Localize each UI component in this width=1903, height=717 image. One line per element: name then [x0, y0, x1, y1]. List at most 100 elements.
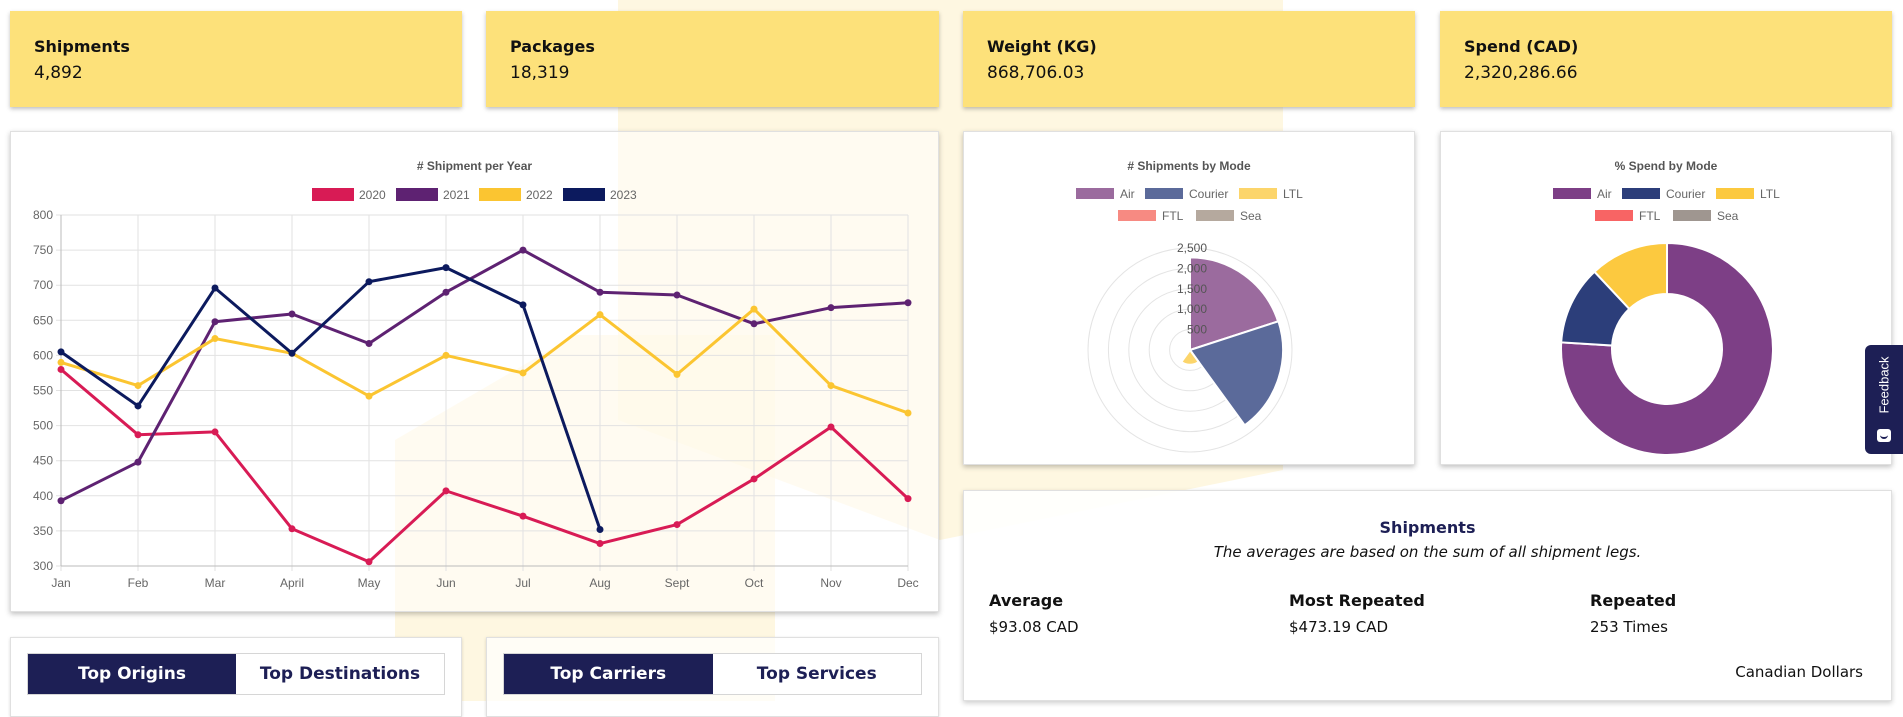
legend-label: Sea	[1717, 209, 1739, 223]
x-tick-label: Feb	[128, 576, 149, 590]
kpi-label: Packages	[510, 37, 595, 56]
legend-label: 2023	[610, 188, 637, 202]
data-point-2023	[134, 402, 142, 410]
donut-slice-ltl	[1593, 241, 1668, 311]
donut-chart-card: % Spend by Mode Air Courier LTL FTL Sea	[1440, 131, 1892, 465]
polar-slice-air	[1189, 256, 1280, 352]
legend-swatch	[1145, 188, 1183, 199]
y-tick-label: 500	[33, 419, 53, 433]
x-tick-label: April	[280, 576, 304, 590]
legend-label: 2021	[443, 188, 470, 202]
y-tick-label: 300	[33, 559, 53, 573]
line-chart-card: # Shipment per Year 300 350 400 450 500 550 60…	[10, 131, 939, 612]
data-point-2023	[442, 264, 450, 272]
legend-swatch	[1622, 188, 1660, 199]
feedback-button[interactable]: Feedback	[1865, 345, 1903, 454]
legend-label: LTL	[1283, 187, 1303, 201]
legend-swatch	[1673, 210, 1711, 221]
legend-swatch	[1716, 188, 1754, 199]
data-point-2021	[442, 288, 450, 296]
legend-label: 2020	[359, 188, 386, 202]
data-point-2023	[57, 348, 65, 356]
legend-label: FTL	[1162, 209, 1184, 223]
data-point-2020	[57, 365, 65, 373]
data-point-2022	[57, 358, 65, 366]
x-tick-label: Mar	[205, 576, 226, 590]
stat-most-repeated: Most Repeated $473.19 CAD	[1289, 591, 1425, 636]
data-point-2021	[904, 299, 912, 307]
y-tick-label: 800	[33, 208, 53, 222]
x-tick-label: Nov	[820, 576, 841, 590]
y-tick-label: 550	[33, 384, 53, 398]
y-tick-label: 600	[33, 348, 53, 362]
y-tick-label: 350	[33, 524, 53, 538]
stat-label: Most Repeated	[1289, 591, 1425, 610]
y-tick-label: 700	[33, 278, 53, 292]
data-point-2021	[596, 288, 604, 296]
legend-label: FTL	[1639, 209, 1661, 223]
legend-label: Sea	[1240, 209, 1262, 223]
x-tick-label: Jan	[51, 576, 70, 590]
data-point-2022	[365, 392, 373, 400]
data-point-2020	[519, 512, 527, 520]
data-point-2023	[211, 284, 219, 292]
shipments-stats-panel: Shipments The averages are based on the …	[963, 490, 1892, 701]
polar-chart-card: # Shipments by Mode Air Courier LTL FTL Sea 5…	[963, 131, 1415, 465]
legend-swatch	[479, 188, 521, 201]
data-point-2020	[365, 558, 373, 566]
stat-value: $473.19 CAD	[1289, 618, 1389, 636]
data-point-2023	[519, 301, 527, 309]
legend-swatch	[1239, 188, 1277, 199]
legend-swatch	[312, 188, 354, 201]
data-point-2023	[596, 525, 604, 533]
legend-swatch	[1118, 210, 1156, 221]
legend-swatch	[1553, 188, 1591, 199]
stat-label: Average	[989, 591, 1064, 610]
data-point-2022	[134, 382, 142, 390]
feedback-label: Feedback	[1876, 356, 1892, 414]
data-point-2023	[365, 278, 373, 286]
polar-chart: Air Courier LTL FTL Sea 500 1,000 1,500 2,000 2,5…	[1076, 187, 1303, 453]
x-tick-label: Jun	[436, 576, 455, 590]
polar-slice-courier	[1188, 319, 1285, 427]
stat-label: Repeated	[1590, 591, 1677, 610]
legend-swatch	[1076, 188, 1114, 199]
data-point-2022	[750, 305, 758, 313]
legend-label: Air	[1120, 187, 1135, 201]
kpi-label: Weight (KG)	[987, 37, 1097, 56]
radial-tick-label: 500	[1187, 323, 1207, 337]
data-point-2021	[365, 339, 373, 347]
data-point-2022	[904, 409, 912, 417]
data-point-2021	[750, 320, 758, 328]
legend-label: Courier	[1666, 187, 1705, 201]
data-point-2022	[211, 335, 219, 343]
data-point-2021	[211, 318, 219, 326]
stats-heading: Shipments	[1379, 518, 1476, 537]
data-point-2020	[211, 428, 219, 436]
donut-slice-air	[1560, 241, 1774, 456]
kpi-spend: Spend (CAD) 2,320,286.66	[1440, 11, 1892, 107]
feedback-smile-icon	[1877, 429, 1891, 442]
donut-chart-title: % Spend by Mode	[1614, 159, 1718, 173]
tab-top-carriers[interactable]: Top Carriers	[504, 654, 713, 694]
radial-gridline	[1087, 247, 1293, 453]
tab-top-destinations[interactable]: Top Destinations	[236, 654, 444, 694]
x-tick-label: Oct	[745, 576, 764, 590]
x-tick-label: Aug	[589, 576, 610, 590]
kpi-value: 4,892	[34, 63, 83, 83]
legend-swatch	[1595, 210, 1633, 221]
data-point-2020	[288, 525, 296, 533]
legend-swatch	[396, 188, 438, 201]
radial-tick-label: 1,000	[1177, 302, 1207, 316]
legend-label: LTL	[1760, 187, 1780, 201]
data-point-2022	[442, 351, 450, 359]
radial-tick-label: 2,000	[1177, 261, 1207, 275]
data-point-2021	[57, 497, 65, 505]
y-tick-label: 750	[33, 243, 53, 257]
tab-top-services[interactable]: Top Services	[712, 654, 921, 694]
data-point-2020	[134, 431, 142, 439]
tab-top-origins[interactable]: Top Origins	[28, 654, 236, 694]
line-chart: 300 350 400 450 500 550 600 650 700 750 800 Jan Feb M…	[33, 188, 919, 590]
x-tick-label: Jul	[515, 576, 530, 590]
kpi-value: 2,320,286.66	[1464, 63, 1578, 83]
